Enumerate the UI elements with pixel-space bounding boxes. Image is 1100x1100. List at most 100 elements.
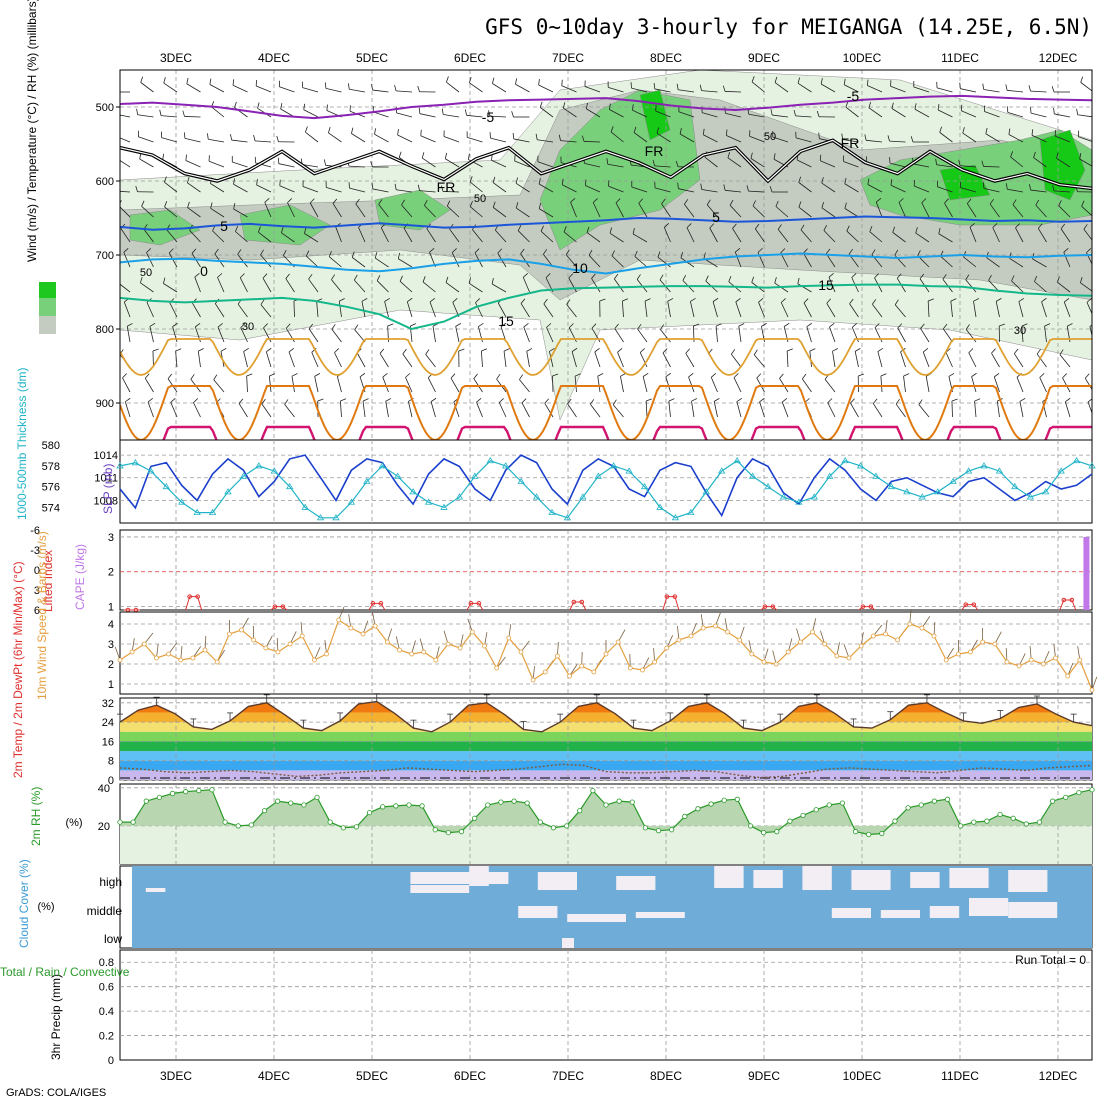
- contour-label: 5: [220, 218, 228, 234]
- wind-barb: [281, 226, 295, 243]
- rh2m-point: [603, 802, 609, 808]
- wind-barb: [733, 373, 742, 393]
- wind-barb: [1019, 398, 1026, 418]
- wind-barb: [798, 201, 812, 218]
- day-label-top: 11DEC: [941, 51, 979, 65]
- wind-barb: [325, 181, 342, 193]
- wind-barb: [993, 372, 1000, 393]
- day-label-bottom: 6DEC: [454, 1069, 486, 1083]
- wind-barb: [498, 398, 507, 418]
- panel-10m-wind: 4 3 2 1 10m Wind Speed & Barbs (m/s): [35, 531, 1098, 700]
- lifted-index-mark: [270, 606, 288, 611]
- wind-speed-point: [311, 657, 317, 663]
- wind-barb: [401, 199, 413, 218]
- wind-barb: [1013, 348, 1024, 368]
- thickness-point: [841, 456, 849, 464]
- wind-speed-point: [506, 635, 512, 641]
- wind-barb: [591, 273, 601, 293]
- cloud-clear-high: [410, 885, 470, 893]
- wind-barb: [985, 127, 1000, 143]
- wind-barb: [187, 201, 201, 218]
- wind-barb: [1056, 152, 1071, 168]
- wind-barb: [662, 348, 671, 368]
- panel-precip: 0.8 0.6 0.4 0.2 0 Run Total = 0 3hr Precip (…: [0, 949, 1093, 1067]
- thickness-point: [640, 482, 649, 490]
- wind-barb: [544, 398, 554, 418]
- day-label-top: 6DEC: [454, 51, 486, 65]
- wind-barb: [951, 398, 958, 418]
- wind-barb: [759, 397, 765, 418]
- wind-barb: [898, 198, 906, 218]
- wind-speed-point: [980, 639, 986, 645]
- rh2m-point: [340, 825, 346, 831]
- wind-barb: [634, 250, 648, 268]
- wind-barb: [1037, 223, 1047, 243]
- wind-barb: [849, 298, 859, 318]
- wind-barb: [586, 226, 601, 243]
- wind-speed-point: [117, 657, 123, 663]
- wind-barb: [339, 398, 347, 418]
- wind-barb: [422, 276, 436, 293]
- wind-barb: [974, 398, 981, 418]
- isotherm--5: [120, 94, 1092, 120]
- pt-y-ticks: 500 600 700 800 900: [96, 102, 120, 410]
- wind-barb: [1015, 223, 1024, 243]
- wind-barb: [120, 190, 131, 193]
- wind-speed-point: [275, 649, 281, 655]
- wind-barb: [520, 298, 530, 318]
- pt-isotherms: [120, 94, 1092, 331]
- rh2m-point: [695, 806, 701, 812]
- wind-barb: [561, 79, 577, 93]
- wind-barb: [120, 114, 131, 118]
- wind-barb: [968, 348, 977, 368]
- wind-barb: [543, 298, 554, 318]
- wind-speed-point: [785, 649, 791, 655]
- thickness-point: [409, 488, 417, 495]
- wind-barb: [857, 373, 865, 393]
- pt-wind-barbs: [120, 76, 1092, 418]
- wind-barb: [854, 348, 861, 368]
- wind-barb: [140, 276, 154, 293]
- wind-barb: [752, 200, 765, 218]
- wind-barb: [821, 201, 836, 218]
- wind-speed-point: [664, 645, 670, 651]
- wind-barb: [700, 183, 718, 193]
- cloud-clear-high: [145, 888, 166, 892]
- wind-barb: [663, 223, 671, 243]
- wind-barb: [798, 176, 812, 193]
- wind-barb: [661, 198, 671, 218]
- wind-barb: [998, 323, 1006, 343]
- wind-barb: [159, 109, 178, 118]
- wind-speed-point: [1004, 659, 1010, 665]
- thickness-point: [625, 467, 633, 474]
- wind-barb: [668, 398, 675, 418]
- wind-barb: [843, 155, 859, 168]
- wind-barb: [699, 84, 718, 93]
- wind-barb: [394, 84, 413, 93]
- wind-barb: [710, 373, 718, 393]
- wind-speed-point: [226, 631, 232, 637]
- wind-barb: [429, 297, 436, 318]
- thickness-point: [1026, 493, 1034, 500]
- wind-speed-point: [1077, 657, 1083, 663]
- rh2m-point: [406, 802, 412, 808]
- rh2m-point: [301, 802, 307, 808]
- contour-label: 0: [200, 263, 208, 279]
- wind-barb: [636, 274, 648, 293]
- contour-label: -5: [847, 88, 860, 104]
- wind-speed-point: [555, 653, 560, 659]
- contour-label: FR: [437, 179, 456, 195]
- wind-speed-point: [1028, 657, 1034, 663]
- wind-barb: [1054, 129, 1071, 143]
- wind-barb: [243, 347, 249, 368]
- wind-barb: [679, 128, 695, 143]
- wind-barb: [1007, 106, 1024, 118]
- cloud-tick: high: [99, 875, 122, 889]
- wind-barb: [736, 397, 743, 418]
- wind-speed-point: [883, 631, 888, 637]
- thickness-point: [610, 462, 618, 469]
- wind-speed-point: [324, 651, 329, 657]
- dewpoint-line: [119, 763, 1093, 779]
